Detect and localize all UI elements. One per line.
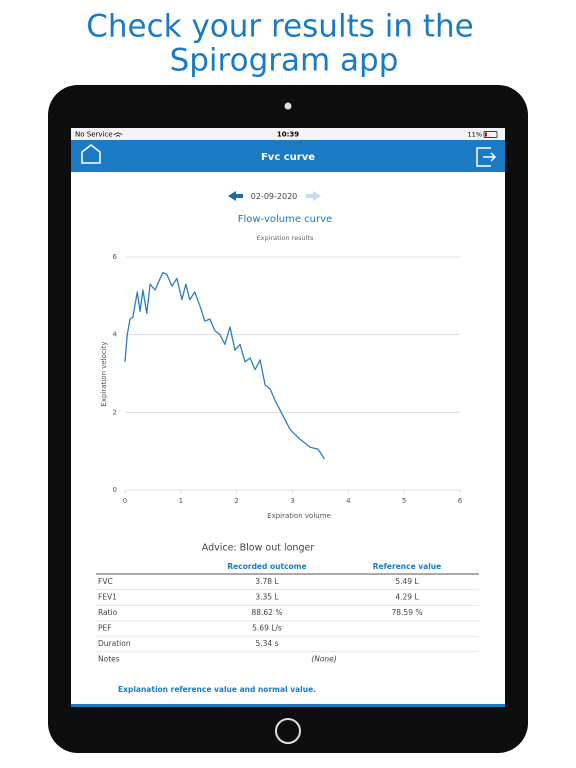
results-table: Recorded outcome Reference value FVC 3.78 L… [96,562,479,664]
battery-icon [483,131,498,138]
explanation-link[interactable]: Explanation reference value and normal v… [118,685,316,694]
row-label: Ratio [98,608,118,617]
x-tick-label: 3 [290,497,294,505]
y-axis-title: Expiration velocity [100,341,108,406]
row-label: FVC [98,577,113,586]
advice: Advice: Blow out longer [202,543,315,554]
home-icon[interactable] [81,144,101,164]
cell: 88.62 % [252,608,283,617]
nav-bar [71,140,505,172]
y-tick-label: 4 [113,331,118,339]
battery-fill [485,132,487,137]
cell: 78.59 % [392,608,423,617]
row-label: PEF [98,624,112,633]
camera [284,102,292,110]
cell: (None) [311,655,336,664]
column-header: Recorded outcome [227,562,306,571]
row-label: Duration [98,639,131,648]
chart-title: Flow-volume curve [238,214,332,225]
wifi-icon [113,132,123,137]
nav-title: Fvc curve [261,152,315,163]
cell: 4.29 L [395,593,419,602]
bottom-bar [71,704,505,707]
row-label: Notes [98,655,120,664]
x-tick-label: 4 [346,497,351,505]
x-tick-label: 0 [123,497,127,505]
column-header: Reference value [373,562,441,571]
next-date-arrow[interactable] [306,191,321,201]
home-button[interactable] [275,718,301,744]
headline: Spirogram app [170,43,399,79]
previous-date-arrow[interactable] [228,191,243,201]
y-tick-label: 0 [113,486,117,494]
date: 02-09-2020 [251,192,298,201]
carrier: No Service [75,131,113,139]
status-bar [71,128,505,140]
cell: 5.34 s [256,639,279,648]
headline: Check your results in the [86,9,473,45]
x-tick-label: 6 [458,497,463,505]
y-tick-label: 6 [113,253,118,261]
x-axis-title: Expiration volume [267,512,331,520]
x-tick-label: 5 [402,497,406,505]
row-label: FEV1 [98,593,117,602]
cell: 5.69 L/s [252,624,282,633]
screen [71,128,505,707]
chart-subtitle: Expiration results [257,234,314,242]
x-tick-label: 2 [234,497,238,505]
x-tick-label: 1 [179,497,183,505]
flow-volume-line [124,271,325,460]
y-tick-label: 2 [113,408,117,416]
cell: 3.78 L [255,577,279,586]
cell: 5.49 L [395,577,419,586]
battery-level: 11% [468,131,482,139]
clock: 10:39 [277,131,299,139]
logout-icon[interactable] [476,147,497,167]
cell: 3.35 L [255,593,279,602]
